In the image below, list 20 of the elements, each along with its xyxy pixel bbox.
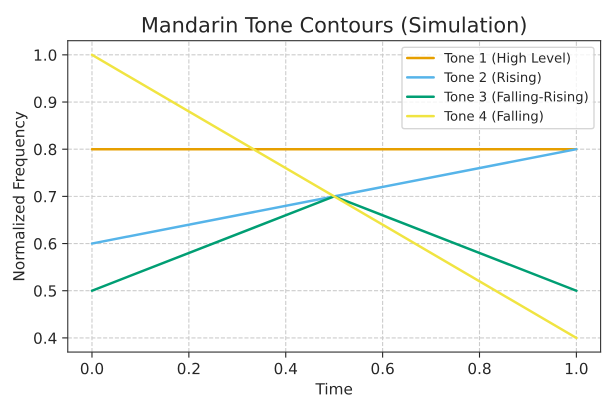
x-tick-label: 0.8 [468,362,491,374]
x-tick-label: 0.2 [178,362,200,374]
x-axis-title: Time [315,382,352,395]
x-tick-label: 0.0 [80,362,104,374]
y-tick-label: 0.8 [34,144,56,156]
legend-label: Tone 2 (Rising) [444,72,541,85]
y-tick-label: 1.0 [34,49,56,61]
legend-label: Tone 1 (High Level) [444,52,570,66]
x-tick-label: 0.6 [371,362,394,374]
y-tick-label: 0.5 [34,285,56,297]
legend-label: Tone 4 (Falling) [444,110,543,124]
y-tick-label: 0.7 [34,190,56,202]
y-tick-label: 0.9 [34,96,56,108]
chart-title: Mandarin Tone Contours (Simulation) [142,16,526,36]
x-tick-label: 1.0 [566,362,588,374]
y-tick-label: 0.6 [34,238,56,250]
y-axis-title: Normalized Frequency [12,112,28,280]
y-tick-label: 0.4 [34,332,56,344]
legend-label: Tone 3 (Falling-Rising) [444,91,588,104]
x-tick-label: 0.4 [274,362,298,374]
